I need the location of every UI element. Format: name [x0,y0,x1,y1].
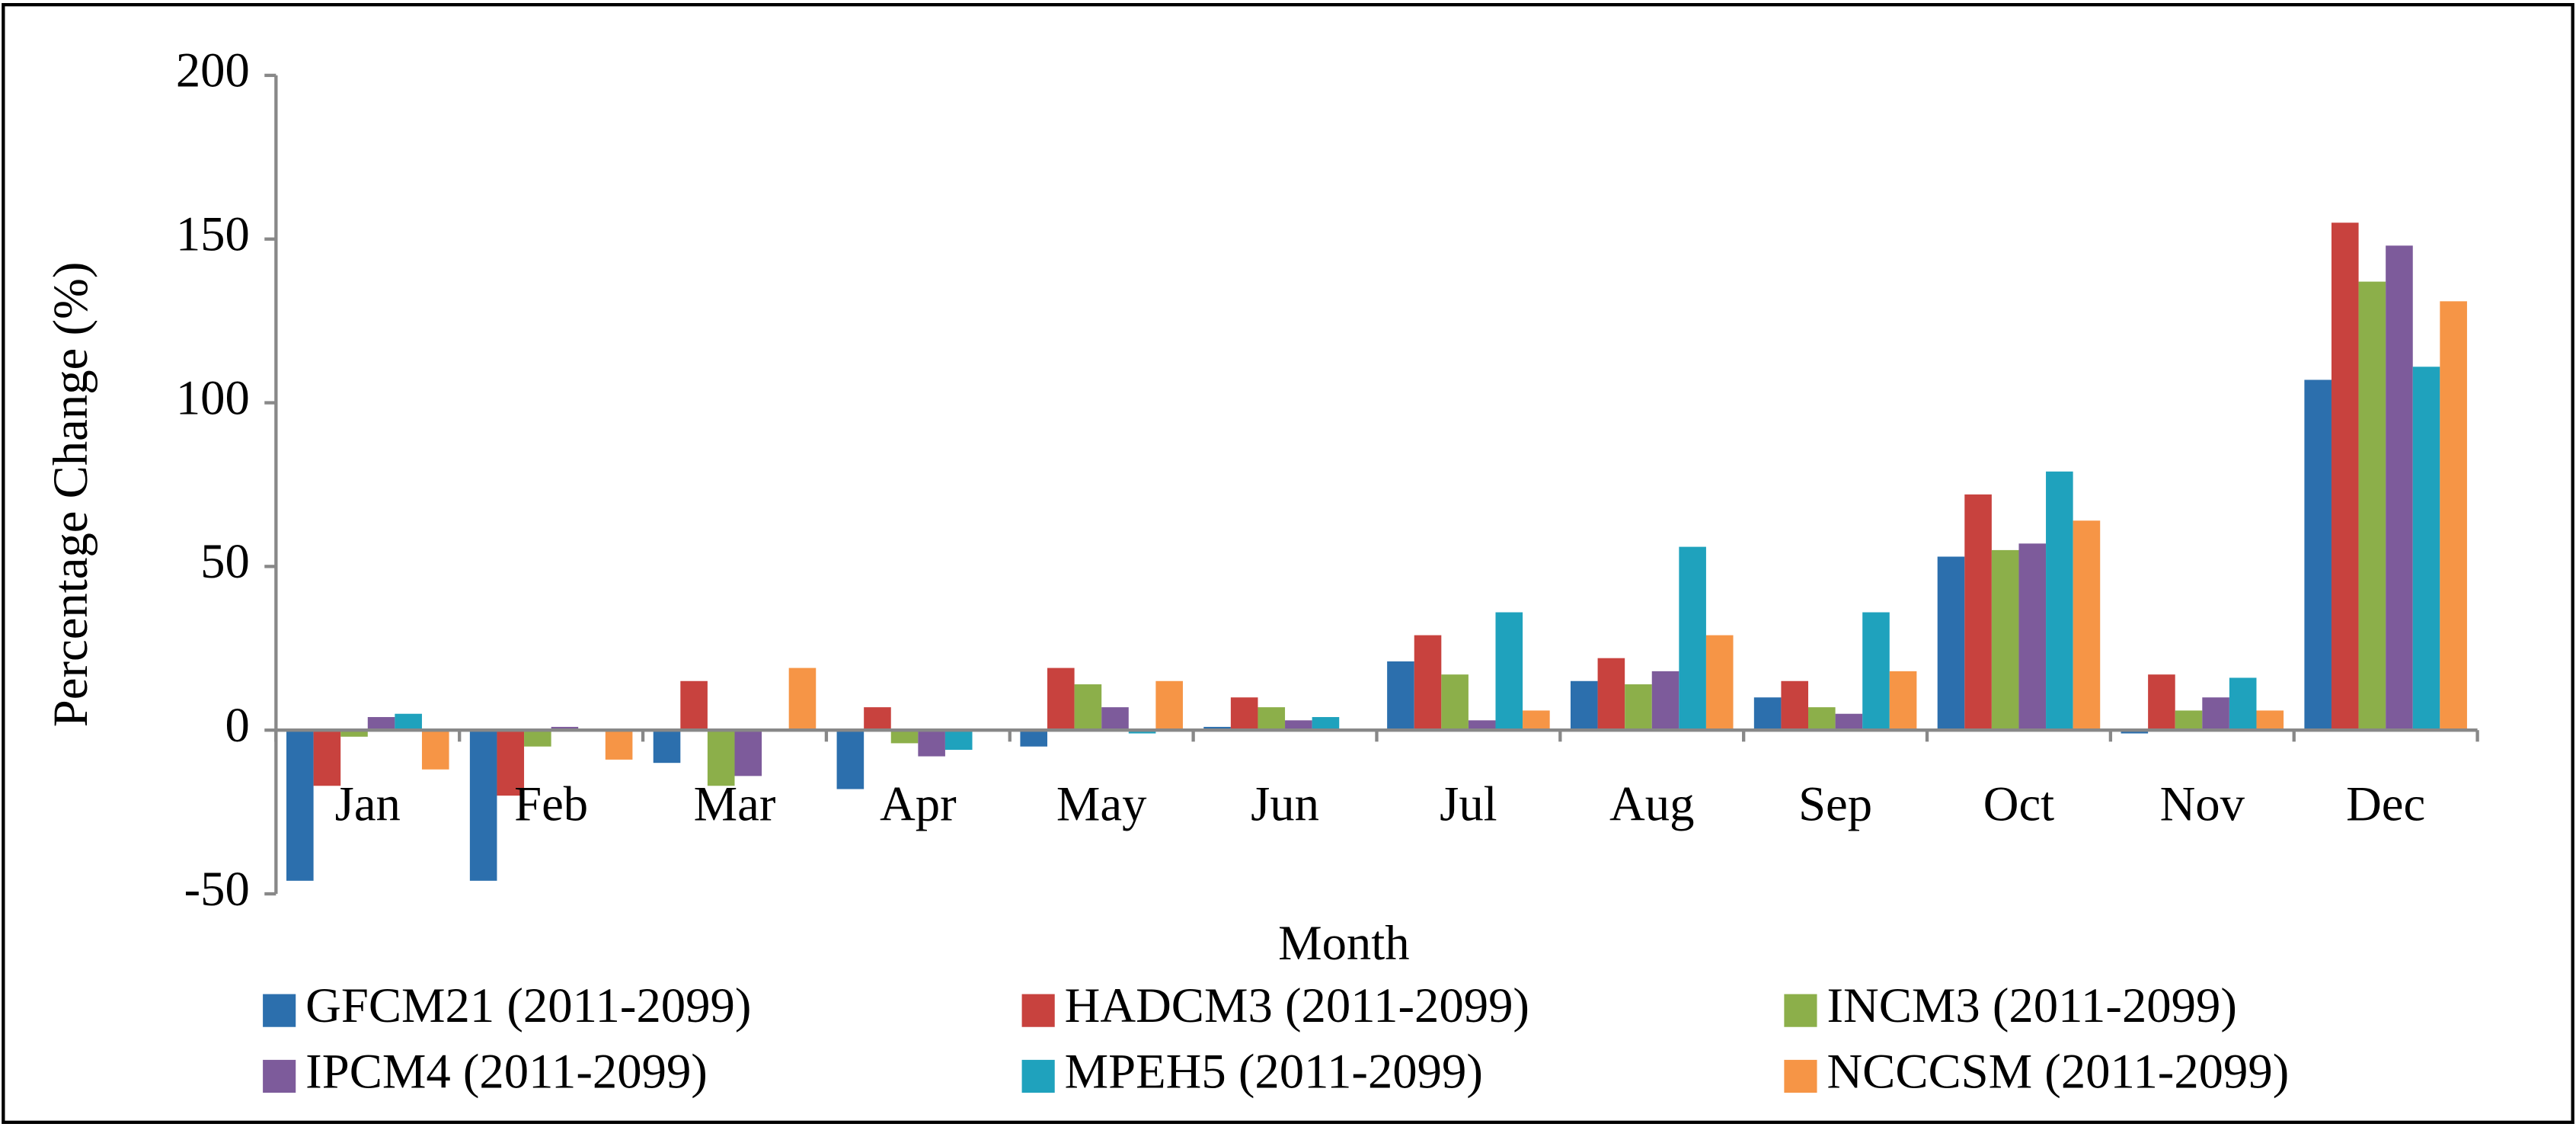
bar [2304,379,2332,731]
bar [1074,684,1102,731]
bar [1570,680,1598,731]
legend-swatch [1021,1059,1055,1093]
bar [497,730,525,796]
bar [1781,680,1809,731]
y-tick-label: 150 [176,207,250,261]
x-tick-label: May [1056,776,1147,831]
bar [1468,720,1496,731]
bar [1862,612,1890,731]
bar [286,730,314,881]
x-tick-label: Jul [1440,776,1497,831]
bar [340,730,368,737]
bar [1258,707,1286,731]
bar [1285,720,1312,731]
bar [1705,635,1734,731]
bar [944,730,973,750]
y-tick-label: 0 [225,697,250,752]
bar [1020,730,1048,747]
y-tick-label: 100 [176,370,250,424]
bar [1991,549,2019,731]
bar [2440,301,2467,731]
bar [734,730,762,776]
bar [1047,668,1075,731]
bar [605,730,633,760]
bar [836,730,865,789]
bar [1597,658,1625,731]
bar [2202,697,2229,731]
bar [2018,543,2047,731]
bar [1808,707,1836,731]
bar [395,713,422,731]
legend-swatch [1784,1059,1817,1093]
bar [2175,710,2203,731]
x-tick-label: Oct [1983,776,2054,831]
legend-label: MPEH5 (2011-2099) [1065,1043,1483,1098]
x-tick-label: Jun [1251,776,1319,831]
bar [1312,717,1340,731]
bar [1753,697,1782,731]
x-tick-label: Apr [880,776,957,831]
legend-swatch [1021,994,1055,1027]
bar [1414,635,1442,731]
x-tick-label: Dec [2346,776,2425,831]
x-tick-label: Sep [1798,776,1872,831]
x-axis-label: Month [1278,915,1410,970]
bar [890,730,919,744]
legend-label: NCCCSM (2011-2099) [1827,1043,2289,1098]
bar [707,730,735,786]
bar [1937,556,1965,731]
x-tick-label: Jan [335,776,401,831]
y-tick-label: 50 [200,533,250,588]
bar [918,730,945,757]
y-tick-label: -50 [184,861,250,916]
bar [2229,677,2257,731]
x-tick-label: Feb [514,776,588,831]
bar [1155,680,1183,731]
bar [1495,612,1523,731]
bar [1835,713,1863,731]
bar [1101,707,1129,731]
bar [469,730,497,881]
bar [1441,674,1469,731]
bar [2358,281,2386,731]
bar [1651,671,1680,731]
bar [2046,471,2073,731]
bar [421,730,449,770]
bar [2386,245,2413,731]
bar [2412,367,2440,731]
bar [2148,674,2175,731]
legend-label: GFCM21 (2011-2099) [305,978,751,1033]
frame [2,3,2574,1124]
legend-swatch [263,1059,296,1093]
bar [1679,546,1706,731]
bar [680,680,708,731]
bar [653,730,681,764]
bar [1889,671,1917,731]
bar [367,717,395,731]
legend-swatch [1784,994,1817,1027]
legend-label: IPCM4 (2011-2099) [305,1043,708,1098]
bar [1387,661,1414,731]
bar [864,707,891,731]
x-tick-label: Mar [694,776,776,831]
bar [1625,684,1652,731]
bar [524,730,551,747]
bar [1964,494,1992,731]
x-tick-label: Nov [2160,776,2245,831]
legend-swatch [263,994,296,1027]
bar [1523,710,1550,731]
legend-label: INCM3 (2011-2099) [1827,978,2236,1033]
y-axis-label: Percentage Change (%) [43,262,97,728]
x-tick-label: Aug [1609,776,1694,831]
legend-label: HADCM3 (2011-2099) [1065,978,1529,1033]
bar [2331,223,2359,731]
y-tick-label: 200 [176,43,250,98]
bar [2256,710,2284,731]
bar [1230,697,1258,731]
bar [788,668,817,731]
bar [2073,520,2101,731]
bar [313,730,341,786]
